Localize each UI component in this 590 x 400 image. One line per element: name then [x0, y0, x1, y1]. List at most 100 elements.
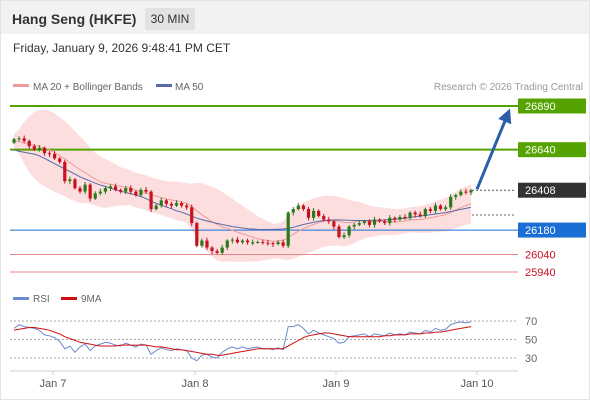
- header-bar: Hang Seng (HKFE) 30 MIN: [1, 1, 589, 34]
- candle-body: [469, 190, 473, 193]
- candle-body: [342, 235, 346, 238]
- rsi-panel: 70 50 30: [10, 316, 537, 365]
- rsi-ma-legend-swatch: [61, 297, 77, 300]
- candle-body: [159, 200, 163, 206]
- candle-body: [12, 139, 16, 143]
- candle-body: [459, 191, 463, 196]
- candle-body: [78, 188, 82, 192]
- level-label-last: 26408: [525, 185, 556, 197]
- forecast-arrow-layer: [475, 108, 512, 190]
- candle-body: [362, 221, 366, 224]
- candle-body: [367, 221, 372, 225]
- candle-body: [311, 210, 316, 218]
- candle-body: [83, 184, 87, 192]
- candle-body: [210, 247, 214, 252]
- timestamp: Friday, January 9, 2026 9:48:41 PM CET: [13, 41, 231, 55]
- candle-body: [42, 147, 47, 154]
- candle-body: [230, 239, 234, 241]
- candle-body: [337, 226, 341, 238]
- candle-body: [398, 216, 402, 220]
- candle-body: [296, 205, 300, 210]
- candle-body: [103, 188, 107, 192]
- candle-body: [403, 216, 407, 218]
- candle-body: [185, 205, 189, 208]
- candle-body: [134, 191, 138, 196]
- x-tick-label: Jan 7: [40, 378, 67, 390]
- candle-body: [372, 219, 377, 225]
- candle-body: [464, 191, 468, 193]
- candle-body: [179, 202, 184, 206]
- bollinger-band: [14, 109, 471, 262]
- candle-body: [261, 241, 265, 243]
- candle-body: [47, 153, 52, 155]
- candle-body: [53, 154, 57, 159]
- x-tick-label: Jan 9: [323, 378, 350, 390]
- copyright-text: Research © 2026 Trading Central: [434, 82, 583, 93]
- candle-body: [266, 242, 270, 244]
- timeframe-badge[interactable]: 30 MIN: [145, 8, 195, 30]
- candle-body: [352, 224, 356, 227]
- candle-body: [73, 179, 77, 189]
- level-tag-resistance: [518, 142, 586, 158]
- forecast-arrow-shaft: [475, 115, 509, 190]
- candle-body: [291, 209, 295, 213]
- candle-body: [327, 219, 331, 222]
- forecast-arrowhead: [498, 108, 512, 125]
- candle-body: [423, 209, 427, 217]
- candle-body: [22, 138, 26, 141]
- candle-body: [347, 226, 351, 236]
- candle-body: [200, 240, 204, 246]
- candle-body: [154, 205, 158, 210]
- candle-body: [256, 241, 260, 243]
- candle-body: [428, 209, 432, 211]
- x-tick-label: Jan 8: [182, 378, 209, 390]
- candle-body: [37, 147, 41, 150]
- rsi-tick-label: 30: [525, 353, 537, 365]
- ma20-legend-label: MA 20 + Bollinger Bands: [33, 82, 143, 93]
- ma20-legend-swatch: [13, 84, 29, 87]
- level-label-pivot: 26180: [525, 225, 556, 237]
- candle-body: [408, 212, 412, 218]
- candle-body: [251, 242, 255, 244]
- candle-body: [195, 223, 199, 246]
- candle-body: [58, 158, 62, 162]
- candle-body: [276, 242, 280, 245]
- rsi-tick-label: 50: [525, 335, 537, 347]
- rsi-tick-label: 70: [525, 316, 537, 328]
- candle-body: [317, 210, 321, 217]
- candle-body: [27, 140, 31, 147]
- candle-body: [88, 184, 92, 199]
- candle-body: [63, 161, 67, 182]
- ma50-legend-swatch: [156, 84, 172, 87]
- candle-body: [245, 240, 250, 243]
- candle-body: [108, 186, 113, 189]
- candle-body: [357, 223, 361, 225]
- candle-body: [235, 239, 240, 243]
- level-label-support: 26040: [525, 250, 556, 262]
- candle-body: [215, 251, 219, 253]
- rsi-ma-line: [13, 326, 472, 356]
- rsi-legend-swatch: [13, 297, 29, 300]
- candle-body: [418, 214, 422, 217]
- candle-body: [322, 216, 326, 220]
- bollinger-layer: [14, 109, 471, 262]
- instrument-title: Hang Seng (HKFE): [12, 11, 137, 27]
- candle-body: [378, 219, 382, 222]
- candle-body: [113, 186, 118, 190]
- ma50-legend-label: MA 50: [175, 82, 204, 93]
- candle-body: [190, 207, 194, 224]
- candle-body: [144, 189, 148, 192]
- candle-body: [413, 212, 417, 215]
- candle-body: [220, 247, 224, 253]
- level-tag-pivot: [518, 222, 586, 238]
- levels-layer: [10, 105, 518, 273]
- level-label-resistance: 26890: [525, 101, 556, 113]
- candle-body: [240, 240, 245, 243]
- candle-body: [383, 221, 387, 224]
- candle-body: [454, 195, 458, 197]
- x-tick-label: Jan 10: [460, 378, 493, 390]
- candle-body: [306, 209, 311, 218]
- candle-body: [449, 196, 453, 208]
- x-axis: Jan 7 Jan 8 Jan 9 Jan 10: [40, 371, 494, 390]
